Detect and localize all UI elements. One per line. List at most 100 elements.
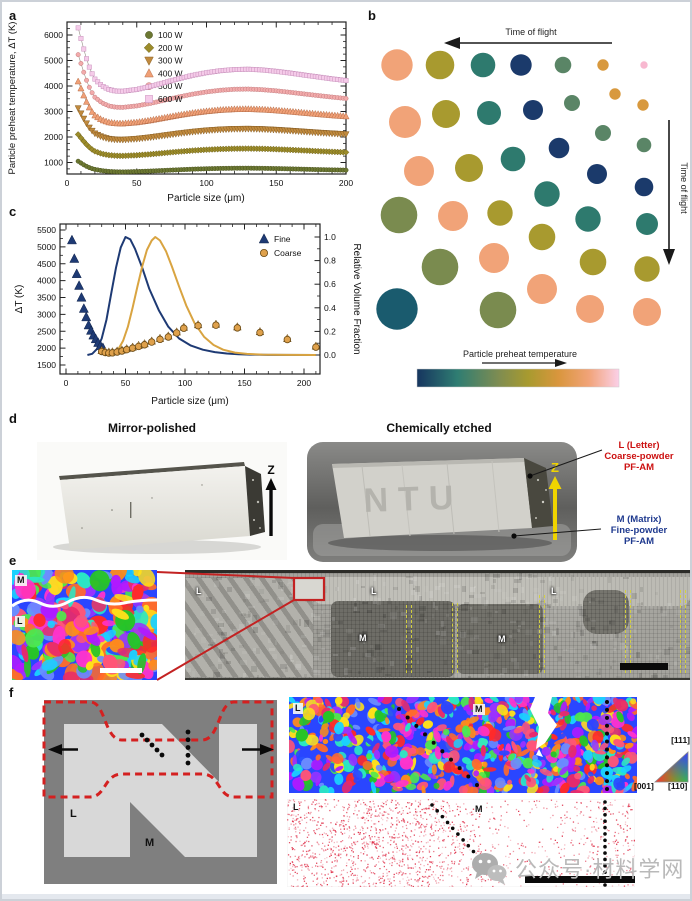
dogbone-outline bbox=[42, 700, 274, 799]
matrix-patch-3 bbox=[583, 590, 629, 634]
particle-bubble bbox=[421, 248, 459, 286]
sem-montage: L L L M M bbox=[185, 570, 690, 680]
particle-bubble bbox=[564, 95, 580, 111]
particle-bubble bbox=[479, 291, 517, 329]
panel-label-b: b bbox=[368, 8, 376, 23]
annotation-letter-line2: Coarse-powder bbox=[604, 451, 674, 462]
particle-bubble bbox=[636, 213, 658, 235]
particle-bubble bbox=[479, 243, 509, 273]
particle-bubble bbox=[554, 56, 572, 74]
strip-matrix-label: M bbox=[473, 704, 485, 715]
inset-letter-label: L bbox=[15, 616, 25, 627]
right-tick-label: 0.6 bbox=[324, 279, 336, 289]
particle-bubble bbox=[587, 164, 607, 184]
photo-chemically-etched: NTU bbox=[307, 442, 577, 562]
left-tick-label: 5000 bbox=[37, 242, 56, 252]
photo-mirror-polished bbox=[37, 442, 287, 560]
melt-track-marker-line bbox=[625, 590, 631, 673]
inset-connector-overlay bbox=[156, 571, 326, 681]
title-chemically-etched: Chemically etched bbox=[386, 421, 492, 435]
schematic-matrix-label: M bbox=[145, 837, 154, 849]
annotation-matrix-line2: Fine-powder bbox=[610, 525, 668, 536]
inset-scale-bar bbox=[100, 668, 142, 673]
legend-label: 300 W bbox=[158, 56, 183, 66]
legend-label: 100 W bbox=[158, 30, 183, 40]
montage-letter-label: L bbox=[551, 586, 557, 596]
panel-label-a: a bbox=[9, 8, 17, 23]
panel-label-f: f bbox=[9, 685, 14, 700]
particle-bubble bbox=[527, 274, 557, 304]
right-tick-label: 1.0 bbox=[324, 232, 336, 242]
left-tick-label: 3000 bbox=[37, 309, 56, 319]
bubble-diagram-time-of-flight: Time of flight Time of flight Particle pre… bbox=[376, 27, 689, 388]
tension-arrows bbox=[48, 744, 274, 755]
particle-bubble bbox=[597, 59, 609, 71]
x-axis-title: Particle size (μm) bbox=[151, 396, 228, 407]
right-tick-label: 0.8 bbox=[324, 256, 336, 266]
y-tick-label: 4000 bbox=[44, 81, 63, 91]
legend-label: Fine bbox=[274, 234, 291, 244]
annotation-matrix-line1: M (Matrix) bbox=[616, 514, 662, 525]
particle-bubble bbox=[425, 50, 455, 80]
speckle-letter-label: L bbox=[293, 802, 299, 812]
y-axis-title: Particle preheat temperature, ΔT (K) bbox=[7, 22, 18, 175]
right-tick-label: 0.0 bbox=[324, 350, 336, 360]
matrix-patch-1 bbox=[331, 601, 455, 677]
z-label-right: Z bbox=[551, 460, 559, 475]
y-tick-label: 1000 bbox=[44, 158, 63, 168]
x-tick-label: 150 bbox=[237, 378, 251, 388]
panel-label-e: e bbox=[9, 553, 17, 568]
title-mirror-polished: Mirror-polished bbox=[107, 421, 197, 435]
inset-matrix-label: M bbox=[15, 575, 27, 586]
particle-bubble bbox=[576, 295, 604, 323]
time-of-flight-right-label: Time of flight bbox=[679, 162, 689, 214]
annotation-letter-line1: L (Letter) bbox=[618, 440, 660, 451]
montage-letter-label: L bbox=[371, 586, 377, 596]
series-400W bbox=[74, 77, 350, 127]
x-tick-label: 0 bbox=[65, 178, 70, 188]
schematic-letter-label: L bbox=[70, 808, 77, 820]
tensile-specimen-schematic: L M bbox=[42, 700, 277, 884]
particle-bubble bbox=[548, 137, 570, 159]
particle-bubble bbox=[595, 125, 611, 141]
left-tick-label: 5500 bbox=[37, 225, 56, 235]
particle-bubble bbox=[438, 201, 468, 231]
annotation-leader-lines bbox=[511, 449, 603, 539]
particle-bubble bbox=[376, 288, 418, 330]
particle-bubble bbox=[633, 298, 661, 326]
montage-letter-label: L bbox=[196, 586, 202, 596]
left-tick-label: 4500 bbox=[37, 259, 56, 269]
melt-track-marker-line bbox=[406, 605, 412, 673]
series-200W bbox=[74, 131, 350, 160]
x-tick-label: 100 bbox=[199, 178, 213, 188]
time-of-flight-top-label: Time of flight bbox=[505, 27, 557, 37]
preheat-colorbar bbox=[416, 368, 620, 388]
panel-label-c: c bbox=[9, 204, 17, 219]
right-axis-title: Relative Volume Fraction bbox=[351, 243, 362, 354]
speckle-scale-bar bbox=[525, 876, 635, 883]
montage-matrix-label: M bbox=[359, 633, 367, 643]
strain-speckle-map bbox=[287, 799, 635, 887]
montage-scale-bar bbox=[620, 663, 668, 670]
particle-bubble bbox=[389, 106, 421, 138]
left-tick-label: 3500 bbox=[37, 293, 56, 303]
panel-d-photos: Z NTU Z bbox=[37, 442, 603, 562]
z-axis-arrow-left: Z bbox=[265, 463, 277, 536]
legend-label: 600 W bbox=[158, 94, 183, 104]
legend-label: 500 W bbox=[158, 81, 183, 91]
particle-bubble bbox=[404, 156, 434, 186]
right-tick-label: 0.4 bbox=[324, 303, 336, 313]
particle-bubble bbox=[487, 200, 513, 226]
legend-label: 200 W bbox=[158, 43, 183, 53]
strip-letter-label: L bbox=[293, 703, 303, 714]
melt-track-marker-line bbox=[452, 603, 458, 673]
ipf-label-001: [001] bbox=[634, 781, 654, 791]
particle-bubble bbox=[528, 223, 556, 251]
ipf-color-triangle bbox=[653, 751, 689, 783]
particle-bubble bbox=[455, 154, 483, 182]
x-tick-label: 0 bbox=[64, 378, 69, 388]
series-100W bbox=[75, 158, 349, 175]
wechat-icon bbox=[472, 853, 507, 885]
z-axis-arrow-right: Z bbox=[548, 460, 562, 540]
